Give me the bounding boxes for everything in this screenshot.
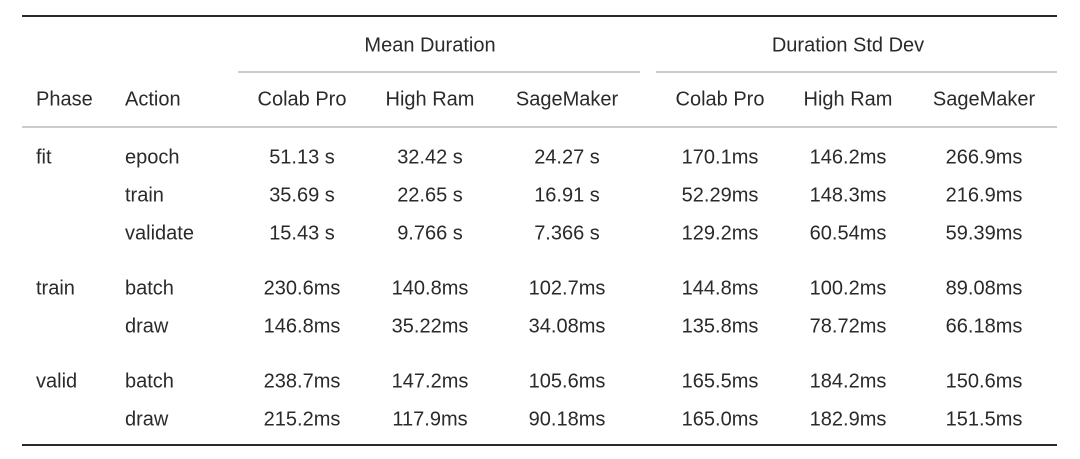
column-header: Colab Pro <box>258 88 347 110</box>
value-cell: 66.18ms <box>946 315 1023 337</box>
value-cell: 59.39ms <box>946 222 1023 244</box>
value-cell: 22.65 s <box>397 184 463 206</box>
value-cell: 165.5ms <box>682 370 759 392</box>
value-cell: 238.7ms <box>264 370 341 392</box>
phase-cell: valid <box>36 370 77 392</box>
value-cell: 266.9ms <box>946 146 1023 168</box>
value-cell: 140.8ms <box>392 277 469 299</box>
value-cell: 151.5ms <box>946 408 1023 430</box>
column-header: Action <box>125 88 181 110</box>
value-cell: 32.42 s <box>397 146 463 168</box>
column-header: High Ram <box>386 88 475 110</box>
column-header: SageMaker <box>933 88 1036 110</box>
value-cell: 165.0ms <box>682 408 759 430</box>
value-cell: 146.2ms <box>810 146 887 168</box>
value-cell: 51.13 s <box>269 146 335 168</box>
value-cell: 148.3ms <box>810 184 887 206</box>
value-cell: 170.1ms <box>682 146 759 168</box>
action-cell: train <box>125 184 164 206</box>
value-cell: 102.7ms <box>529 277 606 299</box>
value-cell: 216.9ms <box>946 184 1023 206</box>
value-cell: 35.22ms <box>392 315 469 337</box>
action-cell: draw <box>125 315 169 337</box>
value-cell: 144.8ms <box>682 277 759 299</box>
value-cell: 182.9ms <box>810 408 887 430</box>
value-cell: 34.08ms <box>529 315 606 337</box>
phase-cell: train <box>36 277 75 299</box>
value-cell: 147.2ms <box>392 370 469 392</box>
action-cell: epoch <box>125 146 180 168</box>
column-header: SageMaker <box>516 88 619 110</box>
value-cell: 184.2ms <box>810 370 887 392</box>
group-header: Mean Duration <box>364 34 495 56</box>
value-cell: 146.8ms <box>264 315 341 337</box>
phase-cell: fit <box>36 146 52 168</box>
value-cell: 150.6ms <box>946 370 1023 392</box>
value-cell: 89.08ms <box>946 277 1023 299</box>
value-cell: 105.6ms <box>529 370 606 392</box>
action-cell: draw <box>125 408 169 430</box>
value-cell: 117.9ms <box>392 408 467 430</box>
value-cell: 24.27 s <box>534 146 600 168</box>
value-cell: 15.43 s <box>269 222 335 244</box>
column-header: Phase <box>36 88 93 110</box>
action-cell: validate <box>125 222 194 244</box>
action-cell: batch <box>125 277 174 299</box>
value-cell: 215.2ms <box>264 408 341 430</box>
value-cell: 135.8ms <box>682 315 759 337</box>
value-cell: 230.6ms <box>264 277 341 299</box>
value-cell: 52.29ms <box>682 184 759 206</box>
value-cell: 35.69 s <box>269 184 335 206</box>
value-cell: 9.766 s <box>397 222 463 244</box>
value-cell: 78.72ms <box>810 315 887 337</box>
value-cell: 7.366 s <box>534 222 600 244</box>
value-cell: 90.18ms <box>529 408 606 430</box>
value-cell: 129.2ms <box>682 222 759 244</box>
column-header: High Ram <box>804 88 893 110</box>
value-cell: 60.54ms <box>810 222 887 244</box>
value-cell: 16.91 s <box>534 184 600 206</box>
group-header: Duration Std Dev <box>772 34 924 56</box>
action-cell: batch <box>125 370 174 392</box>
value-cell: 100.2ms <box>810 277 887 299</box>
column-header: Colab Pro <box>676 88 765 110</box>
